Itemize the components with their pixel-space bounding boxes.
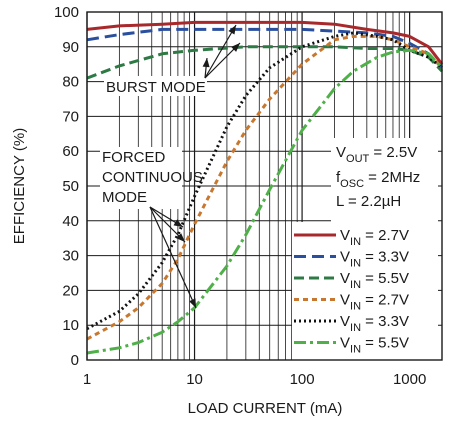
- y-tick-label: 30: [62, 248, 79, 265]
- series-lines: [86, 20, 444, 355]
- series-line-2: [86, 27, 444, 69]
- condition-text: L = 2.2µH: [336, 193, 401, 210]
- plot-border: [86, 11, 443, 361]
- burst-label-background: [104, 76, 207, 96]
- legend-background: [292, 222, 438, 362]
- series-line-6: [86, 48, 444, 355]
- series-line-4: [86, 34, 444, 341]
- forced-mode-label: FORCED: [102, 149, 166, 166]
- y-tick-label: 90: [62, 39, 79, 56]
- y-tick-label: 100: [54, 4, 79, 21]
- y-axis-title: EFFICIENCY (%): [11, 128, 28, 244]
- forced-arrow-head: [173, 219, 183, 227]
- forced-mode-label: MODE: [102, 189, 147, 206]
- forced-arrow-head: [176, 233, 185, 242]
- y-tick-label: 60: [62, 143, 79, 160]
- legend-label: VIN = 5.5V: [340, 335, 409, 356]
- forced-mode-label: CONTINUOUS: [102, 169, 203, 186]
- legend-label: VIN = 3.3V: [340, 249, 409, 270]
- x-tick-label: 1000: [393, 371, 426, 388]
- condition-text: fOSC = 2MHz: [336, 169, 420, 190]
- y-tick-label: 0: [71, 352, 79, 369]
- legend-label: VIN = 2.7V: [340, 292, 409, 313]
- forced-arrow-head: [189, 298, 196, 308]
- forced-arrow: [149, 206, 197, 309]
- y-tick-label: 80: [62, 74, 79, 91]
- y-tick-label: 70: [62, 108, 79, 125]
- y-tick-label: 10: [62, 317, 79, 334]
- x-tick-label: 10: [186, 371, 203, 388]
- plot-frame: [86, 11, 443, 361]
- condition-text: VOUT = 2.5V: [336, 144, 417, 165]
- legend-label: VIN = 2.7V: [340, 227, 409, 248]
- burst-arrow: [204, 24, 237, 79]
- x-axis-title: LOAD CURRENT (mA): [188, 400, 343, 417]
- y-tick-label: 40: [62, 213, 79, 230]
- legend-label: VIN = 3.3V: [340, 313, 409, 334]
- burst-arrow-head: [231, 43, 240, 52]
- conditions-background: [331, 138, 438, 232]
- y-tick-label: 20: [62, 282, 79, 299]
- burst-arrow-head: [228, 25, 236, 35]
- annotations: BURST MODE FORCED CONTINUOUS MODE: [100, 24, 241, 309]
- forced-label-background: [100, 147, 182, 209]
- x-tick-label: 1: [83, 371, 91, 388]
- x-tick-label: 100: [290, 371, 315, 388]
- burst-mode-label: BURST MODE: [106, 79, 206, 96]
- series-line-1: [86, 20, 444, 66]
- series-line-5: [86, 31, 443, 331]
- y-tick-label: 50: [62, 178, 79, 195]
- legend-label: VIN = 5.5V: [340, 270, 409, 291]
- conditions-box: VOUT = 2.5V fOSC = 2MHz L = 2.2µH: [331, 138, 438, 232]
- burst-arrow-head: [202, 58, 210, 68]
- series-line-3: [86, 45, 444, 80]
